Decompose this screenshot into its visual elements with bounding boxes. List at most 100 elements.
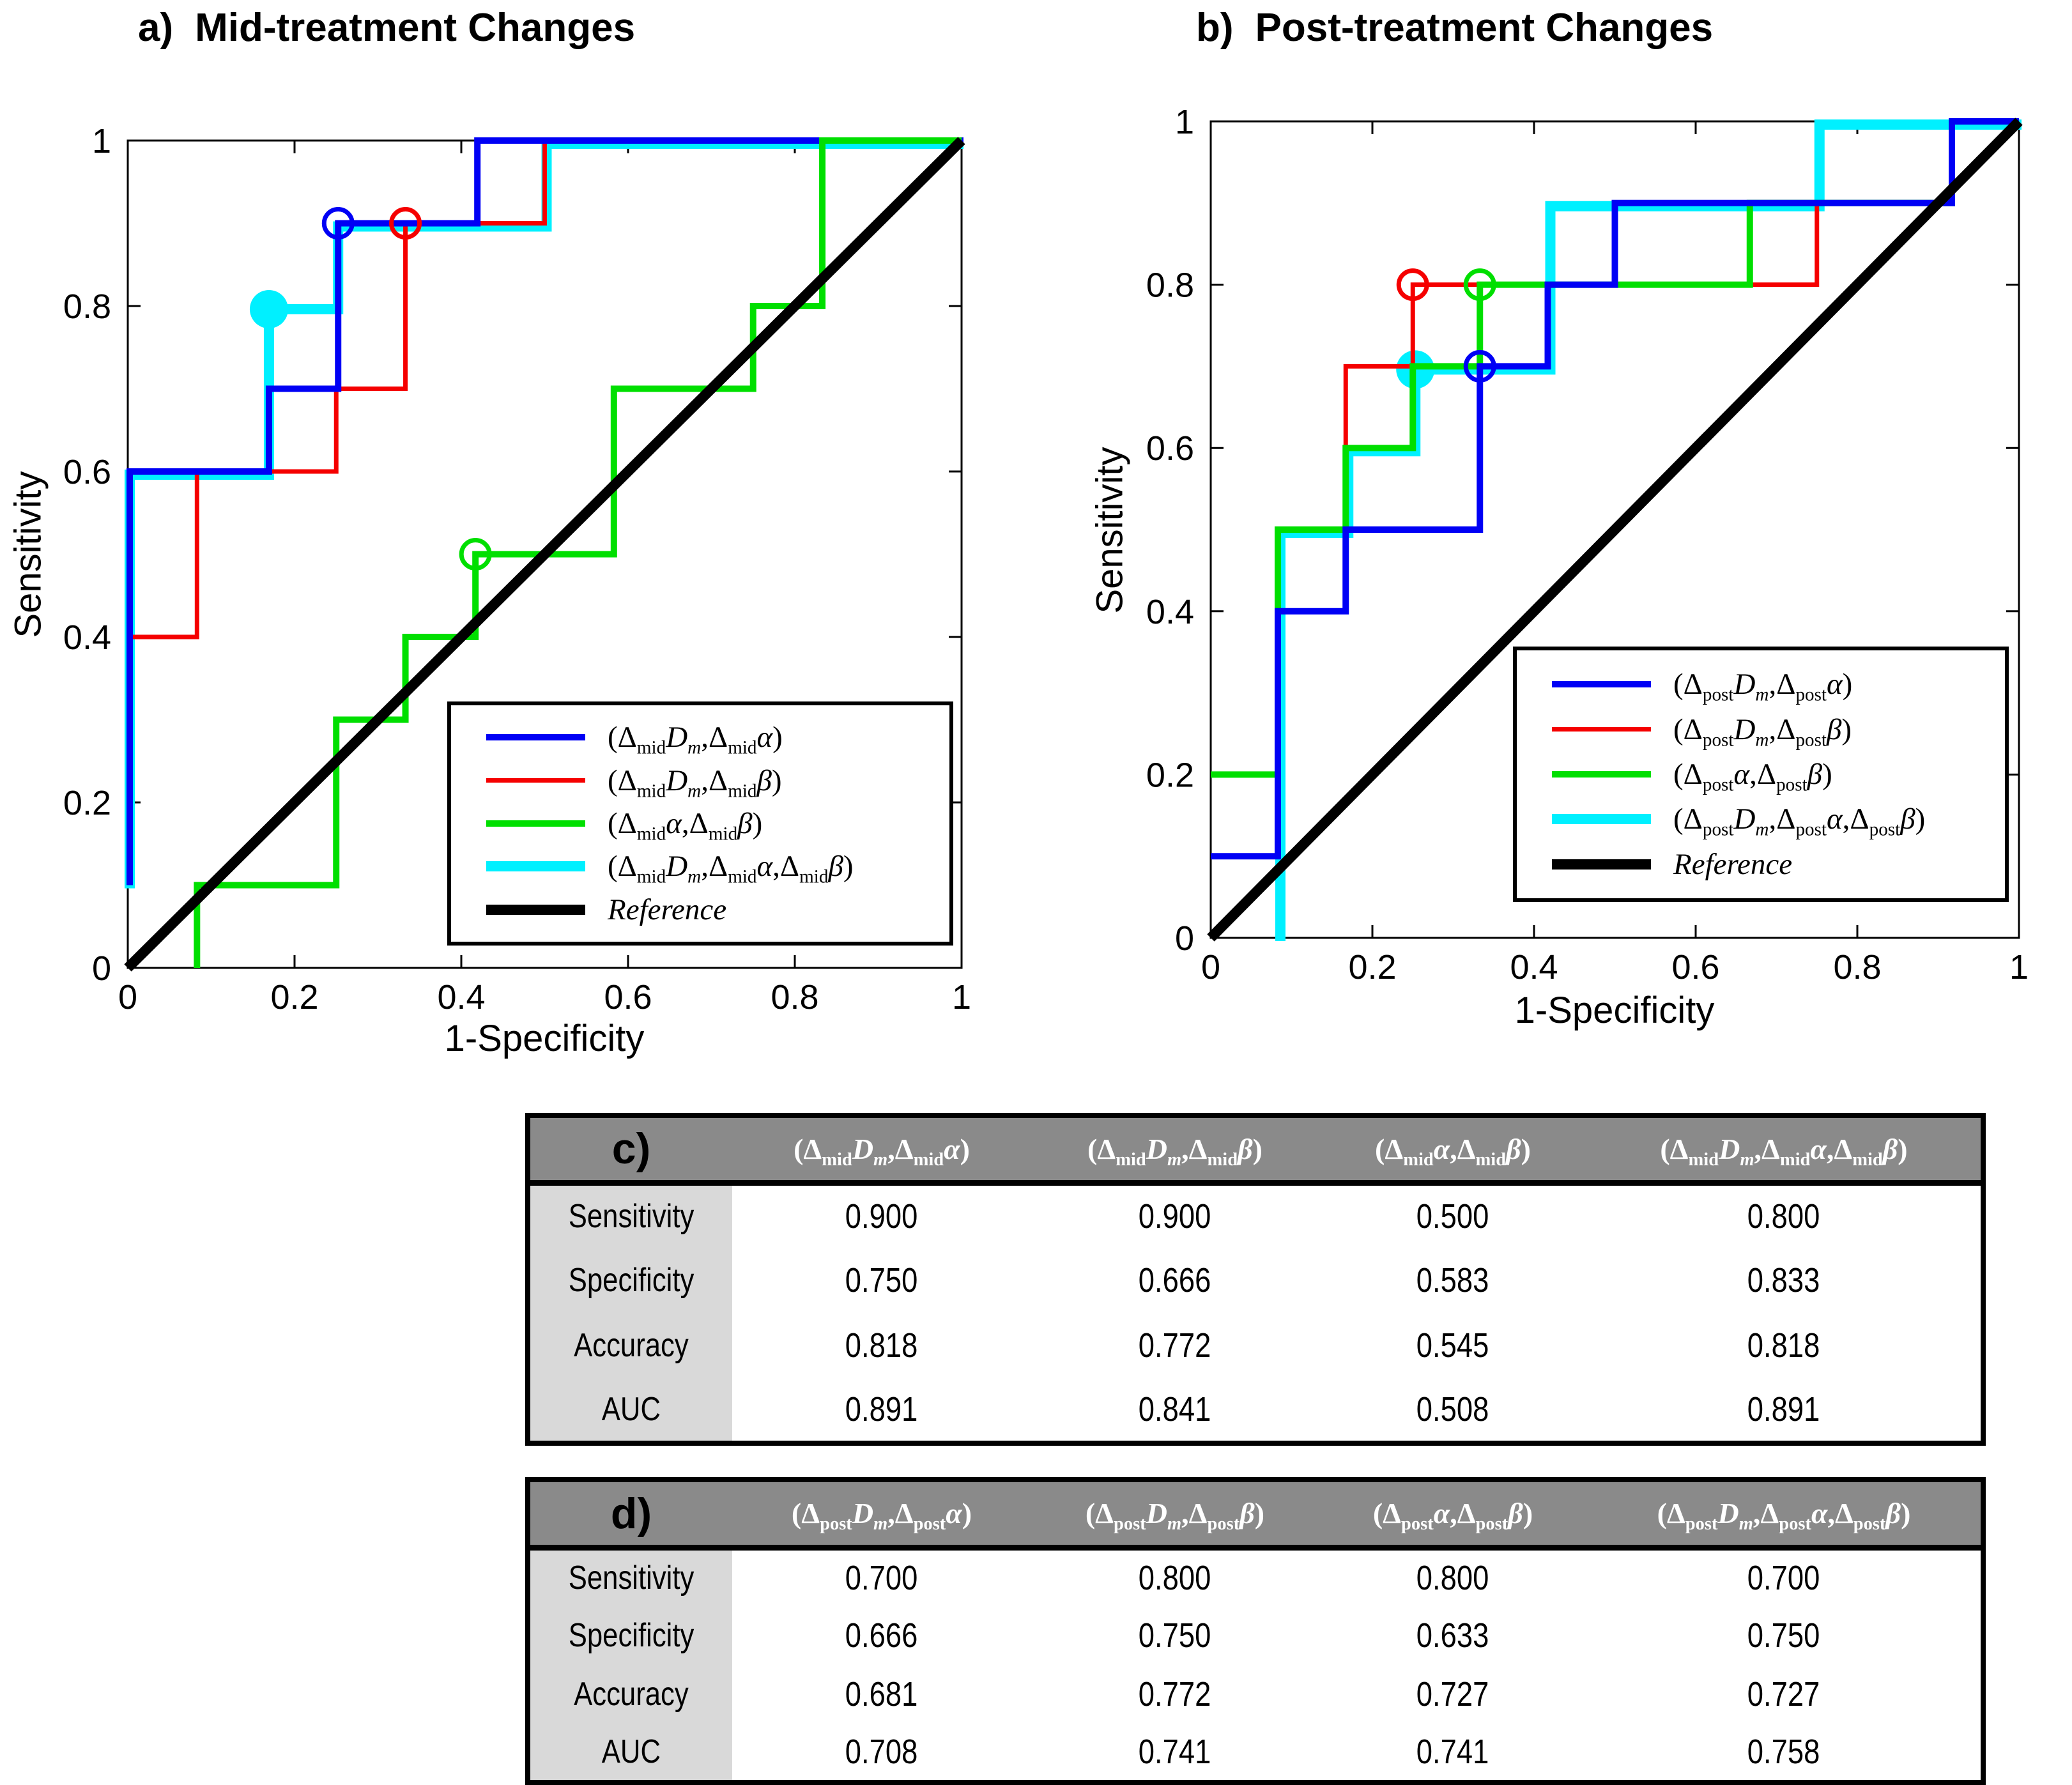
metric-value: 0.700: [845, 1559, 918, 1598]
metric-value: 0.633: [1416, 1616, 1489, 1655]
metric-value: 0.772: [1139, 1326, 1211, 1365]
legend-swatch-green: [486, 820, 585, 827]
legend-label-green: (Δpostα,Δpostβ): [1673, 757, 1832, 795]
row-label: Specificity: [528, 1248, 732, 1313]
table-column-header-3: (ΔmidDm,Δmidα,Δmidβ): [1587, 1115, 1983, 1186]
legend-swatch-blue: [486, 734, 585, 741]
metric-value: 0.800: [1747, 1197, 1820, 1236]
panel-b-title: b) Post-treatment Changes: [1196, 5, 1713, 50]
legend-entry-red: (ΔmidDm,Δmidβ): [486, 763, 943, 802]
metric-value: 0.841: [1139, 1390, 1211, 1429]
panel-a-legend: (ΔmidDm,Δmidα) (ΔmidDm,Δmidβ) (Δmidα,Δmidβ…: [447, 701, 953, 946]
x-tick-label: 0.6: [1671, 948, 1719, 986]
y-tick-label: 0: [1175, 919, 1194, 958]
x-tick-label: 0.2: [270, 978, 318, 1016]
y-tick-label: 0.6: [63, 453, 111, 491]
y-tick-label: 0.4: [63, 618, 111, 657]
row-label: Accuracy: [528, 1313, 732, 1378]
panel-a-title: a) Mid-treatment Changes: [138, 5, 635, 50]
table-column-header-1: (ΔmidDm,Δmidβ): [1031, 1115, 1319, 1186]
metric-value: 0.708: [845, 1733, 918, 1771]
x-tick-label: 0: [118, 978, 137, 1016]
table-row-specificity: Specificity 0.666 0.750 0.633 0.750: [528, 1606, 1983, 1665]
legend-entry-green: (Δmidα,Δmidβ): [486, 806, 943, 843]
table-column-header-0: (ΔmidDm,Δmidα): [732, 1115, 1031, 1186]
metric-value: 0.741: [1139, 1733, 1211, 1771]
metrics-table-d: d) (ΔpostDm,Δpostα) (ΔpostDm,Δpostβ) (Δpost…: [525, 1477, 1986, 1785]
legend-label-blue: (ΔmidDm,Δmidα): [608, 721, 783, 758]
x-tick-label: 0.4: [437, 978, 485, 1016]
metric-value: 0.545: [1416, 1326, 1489, 1365]
cutoff-marker-red: [1396, 268, 1429, 302]
table-row-auc: AUC 0.891 0.841 0.508 0.891: [528, 1378, 1983, 1443]
legend-label-blue: (ΔpostDm,Δpostα): [1673, 668, 1853, 705]
panel-a-title-text: Mid-treatment Changes: [195, 6, 636, 50]
legend-label-reference: Reference: [1673, 847, 1793, 881]
y-tick-label: 0.2: [1146, 756, 1194, 794]
metric-value: 0.750: [1747, 1616, 1820, 1655]
legend-label-reference: Reference: [608, 892, 727, 926]
legend-entry-green: (Δpostα,Δpostβ): [1552, 757, 1999, 795]
metric-value: 0.818: [845, 1326, 918, 1365]
x-tick-label: 1: [2009, 948, 2029, 986]
legend-label-red: (ΔmidDm,Δmidβ): [608, 763, 782, 802]
metric-value: 0.800: [1416, 1559, 1489, 1598]
cutoff-marker-cyan: [249, 290, 288, 328]
table-column-header-1: (ΔpostDm,Δpostβ): [1031, 1480, 1319, 1551]
table-id-label: c): [528, 1115, 732, 1186]
metric-value: 0.800: [1139, 1559, 1211, 1598]
metric-value: 0.900: [845, 1197, 918, 1236]
metric-value: 0.772: [1139, 1675, 1211, 1713]
metric-value: 0.681: [845, 1675, 918, 1713]
x-tick-label: 0.8: [771, 978, 818, 1016]
legend-entry-reference: Reference: [1552, 847, 1999, 882]
legend-label-red: (ΔpostDm,Δpostβ): [1673, 712, 1852, 751]
metric-value: 0.750: [845, 1261, 918, 1299]
x-tick-label: 0.8: [1833, 948, 1881, 986]
table-id-label: d): [528, 1480, 732, 1551]
panel-b-xlabel: 1-Specificity: [1514, 990, 1715, 1031]
metric-value: 0.833: [1747, 1261, 1820, 1299]
legend-entry-cyan: (ΔmidDm,Δmidα,Δmidβ): [486, 849, 943, 887]
y-tick-label: 0: [92, 949, 111, 988]
y-tick-label: 1: [92, 122, 111, 160]
metrics-table-d: d) (ΔpostDm,Δpostα) (ΔpostDm,Δpostβ) (Δpost…: [525, 1477, 1986, 1785]
table-row-specificity: Specificity 0.750 0.666 0.583 0.833: [528, 1248, 1983, 1313]
table-row-auc: AUC 0.708 0.741 0.741 0.758: [528, 1724, 1983, 1782]
panel-b-ylabel: Sensitivity: [1089, 447, 1131, 614]
legend-label-cyan: (ΔmidDm,Δmidα,Δmidβ): [608, 850, 854, 887]
metric-value: 0.891: [845, 1390, 918, 1429]
metrics-table-c: c) (ΔmidDm,Δmidα) (ΔmidDm,Δmidβ) (Δmidα,Δmi…: [525, 1113, 1986, 1446]
legend-entry-cyan: (ΔpostDm,Δpostα,Δpostβ): [1552, 802, 1999, 839]
x-tick-label: 0.4: [1510, 948, 1558, 986]
roc-curve-blue: [1211, 118, 2019, 860]
x-tick-label: 0.6: [604, 978, 652, 1016]
roc-curve-red: [128, 138, 962, 640]
row-label: Accuracy: [528, 1665, 732, 1724]
row-label: AUC: [528, 1378, 732, 1443]
panel-b-title-text: Post-treatment Changes: [1255, 6, 1714, 50]
metric-value: 0.666: [845, 1616, 918, 1655]
row-label: Sensitivity: [528, 1547, 732, 1606]
legend-swatch-cyan: [486, 861, 585, 872]
metric-value: 0.741: [1416, 1733, 1489, 1771]
metric-value: 0.891: [1747, 1390, 1820, 1429]
panel-a-label: a): [138, 6, 174, 50]
metric-value: 0.508: [1416, 1390, 1489, 1429]
table-row-sensitivity: Sensitivity 0.900 0.900 0.500 0.800: [528, 1183, 1983, 1248]
panel-b-label: b): [1196, 6, 1234, 50]
panel-a-ylabel: Sensitivity: [7, 471, 49, 638]
metric-value: 0.727: [1416, 1675, 1489, 1713]
legend-swatch-reference: [1552, 859, 1651, 870]
metric-value: 0.900: [1139, 1197, 1211, 1236]
y-tick-label: 0.6: [1146, 429, 1194, 468]
table-column-header-0: (ΔpostDm,Δpostα): [732, 1480, 1031, 1551]
metric-value: 0.666: [1139, 1261, 1211, 1299]
row-label: Specificity: [528, 1606, 732, 1665]
metrics-table-c: c) (ΔmidDm,Δmidα) (ΔmidDm,Δmidβ) (Δmidα,Δmi…: [525, 1113, 1986, 1446]
legend-entry-blue: (ΔpostDm,Δpostα): [1552, 667, 1999, 705]
legend-swatch-blue: [1552, 681, 1651, 688]
y-tick-label: 0.8: [63, 287, 111, 326]
cutoff-marker-blue: [321, 207, 355, 240]
